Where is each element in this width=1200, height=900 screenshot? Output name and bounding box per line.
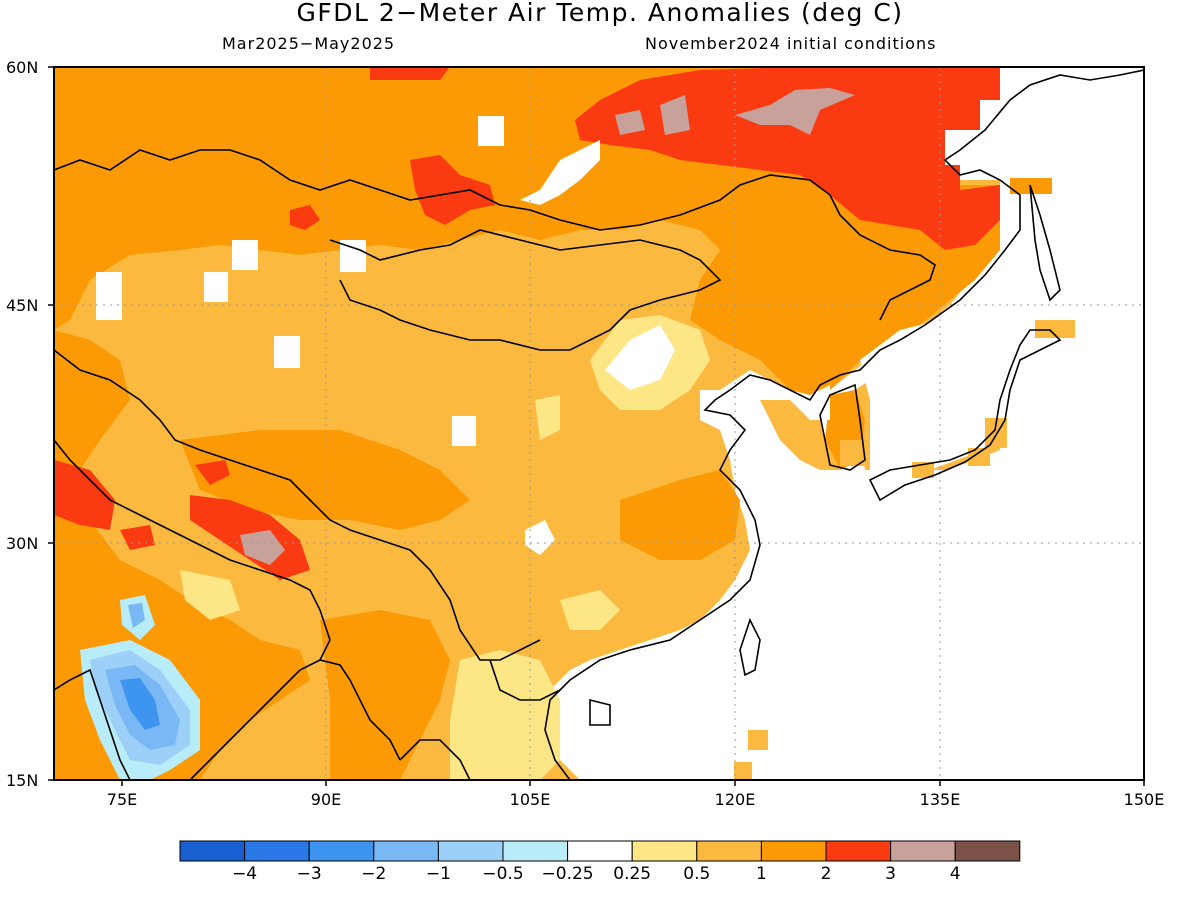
anomaly-neg-05-gujarat [128, 603, 145, 628]
mask-east-coast [720, 370, 830, 420]
colorbar-label-5: −0.25 [541, 864, 594, 884]
anomaly-field [54, 67, 1144, 780]
anomaly-025-05-india [180, 570, 240, 620]
colorbar-swatch-0 [179, 840, 246, 862]
lat-label-60n: 60N [6, 58, 39, 77]
anomaly-cell-taiwan [748, 730, 768, 750]
colorbar-label-8: 1 [755, 864, 767, 884]
colorbar-swatch-4 [437, 840, 504, 862]
colorbar-label-7: 0.5 [683, 864, 711, 884]
colorbar-label-0: −4 [232, 864, 258, 884]
anomaly-near-zero-sichuan [525, 520, 555, 555]
anomaly-1-2-plateau [180, 430, 470, 530]
anomaly-2-3-iran [54, 460, 115, 530]
anomaly-2-3-tibet-west [195, 460, 230, 485]
colorbar-swatch-8 [696, 840, 762, 862]
lon-label-75e: 75E [106, 790, 138, 809]
colorbar-label-10: 3 [885, 864, 896, 884]
lon-label-105e: 105E [509, 790, 551, 809]
colorbar-swatch-12 [954, 840, 1021, 862]
colorbar-label-1: −3 [296, 864, 322, 884]
period-subtitle: Mar2025−May2025 [222, 34, 396, 53]
mask-cell-qinghai [452, 416, 476, 446]
anomaly-near-zero-innermongolia [605, 325, 675, 390]
colorbar-swatch-7 [631, 840, 698, 862]
colorbar-swatch-3 [373, 840, 439, 862]
colorbar-label-4: −0.5 [482, 864, 524, 884]
anomaly-neg-2-india [120, 678, 160, 730]
mask-ocean-east [1000, 67, 1144, 780]
anomaly-3-4-siberia-b [660, 95, 690, 135]
lon-label-120e: 120E [714, 790, 756, 809]
anomaly-1-2-south [320, 610, 450, 780]
anomaly-cell-korea-s [840, 440, 864, 466]
anomaly-2-3-siberia [370, 67, 450, 80]
mask-cell-siberia [478, 116, 504, 146]
colorbar-label-2: −2 [361, 864, 387, 884]
lat-label-45n: 45N [6, 296, 39, 315]
anomaly-2-3-pakistan [120, 525, 155, 550]
anomaly-1-2-east [620, 470, 740, 560]
map-title: GFDL 2−Meter Air Temp. Anomalies (deg C) [296, 0, 904, 27]
mask-baikal [520, 140, 600, 205]
colorbar-swatch-1 [244, 840, 310, 862]
colorbar-label-3: −1 [425, 864, 451, 884]
mask-south-china-sea [560, 600, 760, 780]
lon-label-90e: 90E [310, 790, 342, 809]
lat-label-15n: 15N [6, 771, 39, 790]
mask-ocean-east-2 [760, 470, 1000, 780]
anomaly-2-3-kazakh [290, 205, 320, 230]
lat-label-30n: 30N [6, 534, 39, 553]
lon-label-135e: 135E [919, 790, 961, 809]
lon-label-150e: 150E [1123, 790, 1165, 809]
colorbar-label-9: 2 [820, 864, 832, 884]
initial-conditions-subtitle: November2024 initial conditions [645, 34, 937, 53]
anomaly-cell-kuril [1035, 320, 1075, 338]
mask-cell-balkhash [232, 240, 258, 270]
mask-cell-issyk [274, 336, 300, 368]
coastlines-and-borders [53, 69, 1145, 781]
mask-cell-caspian [96, 272, 122, 320]
colorbar-swatch-6 [567, 840, 633, 862]
colorbar-swatch-10 [825, 840, 892, 862]
mask-cell-aral [204, 272, 228, 302]
map-frame [53, 66, 1145, 781]
anomaly-025-05-indochina [450, 650, 560, 780]
anomaly-3-4-siberia-a [615, 110, 645, 135]
colorbar-swatch-2 [308, 840, 375, 862]
anomaly-025-05-south [560, 590, 620, 630]
anomaly-025-05-strip [535, 395, 560, 440]
frame-ticks [48, 66, 1145, 786]
anomaly-3-4-tibet [240, 530, 285, 565]
colorbar-swatch-9 [760, 840, 827, 862]
anomaly-cell-japan-s [968, 448, 990, 466]
colorbar-swatch-5 [502, 840, 569, 862]
anomaly-3-4-siberia-c [735, 88, 855, 135]
mask-sea-of-japan [860, 300, 1000, 500]
colorbar-label-6: 0.25 [613, 864, 652, 884]
anomaly-cell-luzon [734, 762, 752, 780]
anomaly-2-3-baikal-west [410, 155, 495, 225]
colorbar [179, 840, 1021, 862]
colorbar-label-11: 4 [949, 864, 961, 884]
colorbar-swatch-11 [890, 840, 956, 862]
